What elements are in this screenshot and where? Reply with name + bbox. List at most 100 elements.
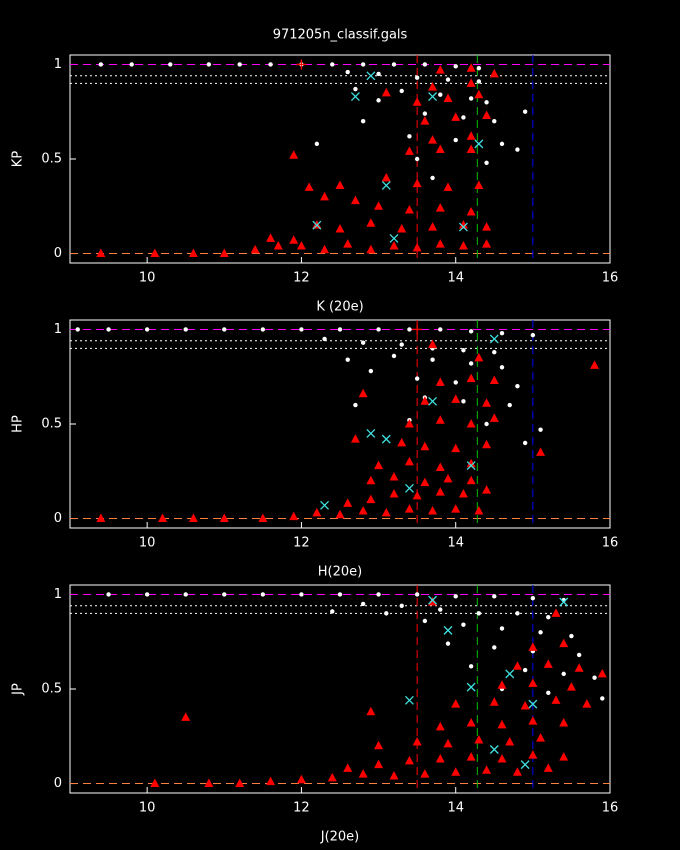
point <box>98 62 104 67</box>
point <box>219 248 229 258</box>
point <box>482 439 492 449</box>
x-tick-label: 14 <box>447 536 464 551</box>
point <box>374 759 384 769</box>
point <box>412 178 422 188</box>
point <box>299 327 304 332</box>
point <box>466 131 476 140</box>
point <box>536 733 546 742</box>
point <box>530 332 536 338</box>
point <box>443 738 453 748</box>
point <box>528 642 538 651</box>
point <box>397 437 407 447</box>
point <box>404 504 414 513</box>
x-tick-label: 16 <box>602 271 619 286</box>
y-axis-label: KP <box>11 151 26 168</box>
point <box>559 752 569 761</box>
point <box>350 195 360 205</box>
point <box>435 239 445 248</box>
x-tick-label: 12 <box>293 536 310 551</box>
point <box>515 383 520 389</box>
point <box>345 357 350 362</box>
point <box>476 611 482 616</box>
point <box>528 678 538 687</box>
point <box>360 601 366 607</box>
point <box>129 62 134 67</box>
y-tick-label: 0.5 <box>41 417 62 432</box>
point <box>428 92 438 102</box>
point <box>399 88 404 94</box>
point <box>389 471 399 481</box>
point <box>368 368 374 374</box>
point <box>250 244 260 254</box>
point <box>453 64 458 69</box>
point <box>358 505 368 515</box>
point <box>268 62 273 67</box>
x-tick-label: 12 <box>293 801 310 816</box>
point <box>312 507 322 517</box>
point <box>435 753 445 763</box>
point <box>574 663 584 672</box>
point <box>458 240 468 250</box>
point <box>468 361 474 366</box>
point <box>492 349 497 355</box>
point <box>492 645 497 650</box>
point <box>374 201 384 210</box>
point <box>435 721 445 731</box>
point <box>451 443 461 453</box>
point <box>474 505 484 515</box>
point <box>428 339 438 349</box>
y-tick-label: 0 <box>54 776 62 791</box>
point <box>428 595 438 605</box>
point <box>420 116 430 125</box>
x-tick-label: 14 <box>447 801 464 816</box>
point <box>320 191 330 201</box>
point <box>381 507 391 517</box>
y-tick-label: 1 <box>54 322 62 337</box>
point <box>366 71 376 81</box>
point <box>443 473 453 483</box>
y-tick-label: 0 <box>54 246 62 261</box>
point <box>188 248 198 258</box>
point <box>260 592 266 597</box>
point <box>451 699 461 708</box>
point <box>273 240 283 250</box>
x-tick-label: 12 <box>293 271 310 286</box>
point <box>428 135 438 144</box>
point <box>168 62 173 67</box>
point <box>561 671 566 677</box>
point <box>358 769 368 778</box>
point <box>466 458 476 468</box>
point <box>389 770 399 780</box>
point <box>420 441 430 451</box>
point <box>474 180 484 189</box>
point <box>374 740 384 750</box>
point <box>438 92 443 97</box>
point <box>206 62 212 67</box>
point <box>219 513 229 523</box>
point <box>335 180 345 189</box>
point <box>404 755 414 765</box>
point <box>428 82 438 91</box>
chart-title: 971205n_classif.gals <box>273 28 408 43</box>
point <box>266 233 276 242</box>
point <box>466 78 476 87</box>
point <box>414 376 420 381</box>
point <box>343 239 353 248</box>
point <box>543 659 553 668</box>
point <box>466 461 476 471</box>
point <box>461 348 466 353</box>
y-axis-label: JP <box>11 683 26 696</box>
point <box>458 488 468 498</box>
point <box>443 93 453 102</box>
point <box>360 62 366 67</box>
point <box>320 500 330 510</box>
point <box>566 682 576 691</box>
point <box>536 447 546 456</box>
x-tick-label: 16 <box>602 536 619 551</box>
point <box>435 487 445 496</box>
point <box>466 682 476 692</box>
point <box>461 399 466 404</box>
point <box>597 668 607 678</box>
